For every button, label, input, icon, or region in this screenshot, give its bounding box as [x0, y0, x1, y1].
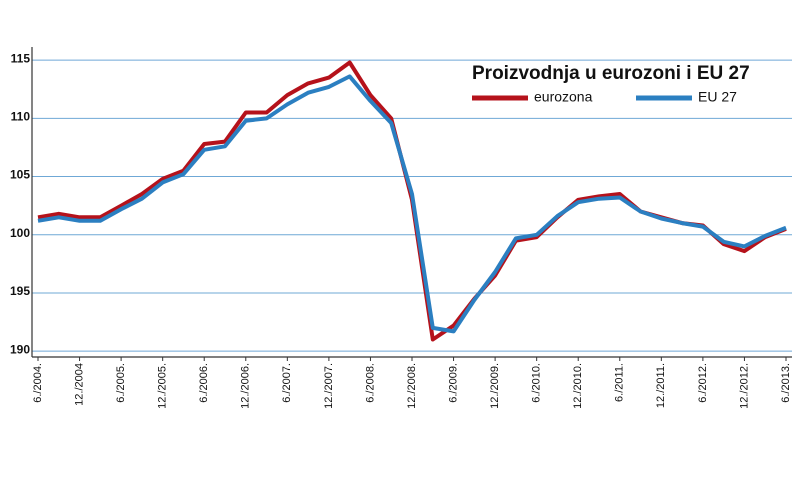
x-tick-label: 12./2006. [240, 363, 252, 409]
x-tick-label: 12./2009. [489, 363, 501, 409]
x-tick-label: 12./2004 [73, 363, 85, 406]
x-tick-label: 6./2006. [198, 363, 210, 403]
x-tick-label: 6./2007. [281, 363, 293, 403]
x-tick-label: 6./2005. [115, 363, 127, 403]
x-tick-label: 6./2010. [531, 363, 543, 403]
y-tick-label: 195 [10, 284, 30, 298]
data-line [37, 74, 787, 334]
x-tick-label: 6./2004. [32, 363, 44, 403]
y-tick-label: 115 [11, 51, 31, 65]
x-tick-label: 12./2005. [157, 363, 169, 409]
x-tick-label: 6./2013. [780, 363, 792, 403]
y-tick-label: 105 [10, 168, 30, 182]
x-tick-label: 6./2012. [697, 363, 709, 403]
x-tick-label: 6./2011. [614, 363, 626, 402]
x-tick-label: 6./2009. [447, 363, 459, 403]
x-tick-label: 12./2008. [406, 363, 418, 409]
y-tick-label: 190 [10, 342, 30, 356]
legend-label: EU 27 [698, 89, 737, 105]
y-tick-label: 100 [10, 226, 30, 240]
x-tick-label: 12./2007. [323, 363, 335, 409]
y-tick-label: 110 [11, 110, 31, 124]
legend-label: eurozona [534, 89, 593, 105]
x-tick-label: 6./2008. [364, 363, 376, 403]
x-tick-label: 12./2011. [655, 363, 667, 408]
x-tick-label: 12./2010. [572, 363, 584, 409]
x-tick-label: 12./2012. [738, 363, 750, 409]
chart-title: Proizvodnja u eurozoni i EU 27 [472, 63, 750, 84]
